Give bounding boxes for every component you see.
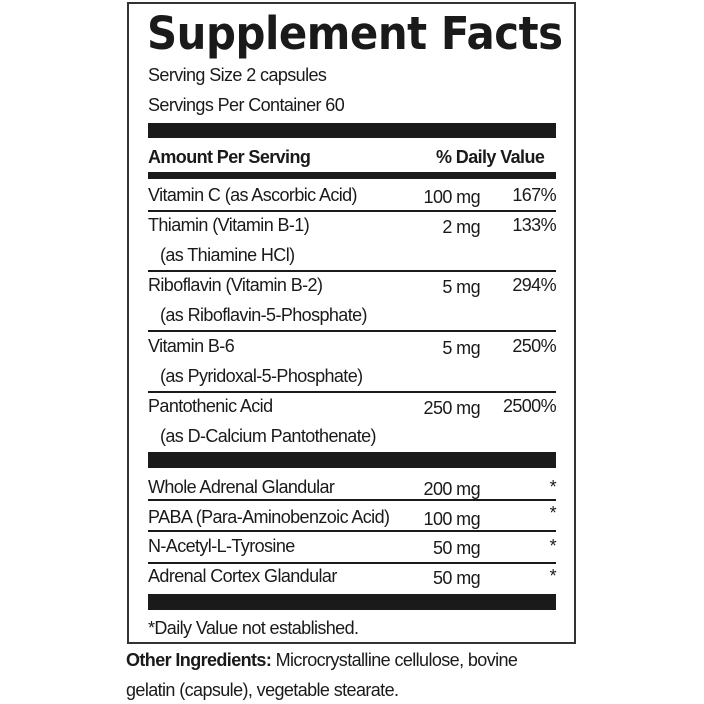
nutrient-name: Vitamin B-6 xyxy=(148,336,235,356)
row-rule xyxy=(148,210,556,212)
other-ingredients-label: Other Ingredients: xyxy=(126,650,272,670)
ingredient-dv: * xyxy=(549,477,557,497)
nutrient-amount: 100 mg xyxy=(423,187,481,207)
nutrient-source: (as Thiamine HCl) xyxy=(160,245,295,265)
ingredient-name: N-Acetyl-L-Tyrosine xyxy=(148,536,295,556)
nutrient-dv: 167% xyxy=(512,185,556,205)
nutrient-amount: 250 mg xyxy=(423,398,481,418)
nutrient-source: (as D-Calcium Pantothenate) xyxy=(160,426,377,446)
nutrient-amount: 2 mg xyxy=(442,217,480,237)
nutrient-amount: 5 mg xyxy=(442,277,480,297)
header-daily-value: % Daily Value xyxy=(436,147,545,167)
header-amount: Amount Per Serving xyxy=(148,147,311,167)
nutrient-source: (as Pyridoxal-5-Phosphate) xyxy=(160,366,363,386)
ingredient-name: PABA (Para-Aminobenzoic Acid) xyxy=(148,507,390,527)
ingredient-name: Adrenal Cortex Glandular xyxy=(148,566,337,586)
nutrient-name: Thiamin (Vitamin B-1) xyxy=(148,215,310,235)
ingredient-amount: 100 mg xyxy=(423,509,481,529)
divider-thick xyxy=(148,452,556,468)
nutrient-dv: 2500% xyxy=(502,396,557,416)
divider-thick xyxy=(148,594,556,610)
nutrient-name: Vitamin C (as Ascorbic Acid) xyxy=(148,185,358,205)
supplement-facts-panel xyxy=(127,2,576,644)
ingredient-dv: * xyxy=(549,566,557,586)
row-rule xyxy=(148,270,556,272)
ingredient-name: Whole Adrenal Glandular xyxy=(148,477,335,497)
nutrient-dv: 294% xyxy=(512,275,556,295)
ingredient-amount: 50 mg xyxy=(432,538,481,558)
row-rule xyxy=(148,499,556,501)
ingredient-dv: * xyxy=(549,503,557,523)
nutrient-name: Pantothenic Acid xyxy=(148,396,273,416)
serving-size: Serving Size 2 capsules xyxy=(148,65,327,85)
nutrient-name: Riboflavin (Vitamin B-2) xyxy=(148,275,323,295)
nutrient-amount: 5 mg xyxy=(442,338,480,358)
nutrient-source: (as Riboflavin-5-Phosphate) xyxy=(160,305,368,325)
row-rule xyxy=(148,530,556,532)
nutrient-dv: 250% xyxy=(512,336,556,356)
divider-medium xyxy=(148,172,556,179)
ingredient-amount: 200 mg xyxy=(423,479,481,499)
row-rule xyxy=(148,391,556,393)
servings-per-container: Servings Per Container 60 xyxy=(148,95,345,115)
row-rule xyxy=(148,562,556,564)
ingredient-dv: * xyxy=(549,536,557,556)
nutrient-dv: 133% xyxy=(512,215,556,235)
footnote: *Daily Value not established. xyxy=(148,618,359,638)
other-ingredients-text: Microcrystalline cellulose, bovine xyxy=(271,650,518,670)
other-ingredients-line2: gelatin (capsule), vegetable stearate. xyxy=(126,680,399,700)
other-ingredients-line1: Other Ingredients: Microcrystalline cell… xyxy=(126,649,518,671)
panel-title: Supplement Facts xyxy=(147,7,563,60)
ingredient-amount: 50 mg xyxy=(432,568,481,588)
divider-thick xyxy=(148,123,556,138)
row-rule xyxy=(148,330,556,332)
